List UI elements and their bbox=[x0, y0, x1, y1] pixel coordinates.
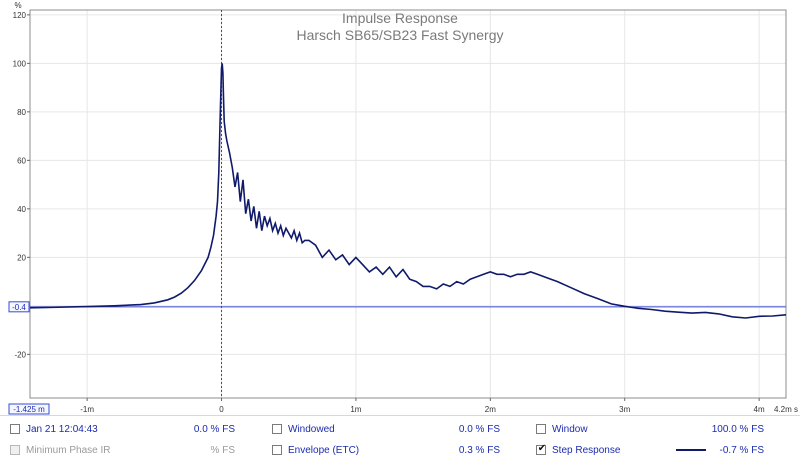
x-start-readout-value: -1.425 m bbox=[13, 405, 45, 414]
impulse-response-chart[interactable]: 120 100 80 60 40 20 -20 -1m 0 1m 2m 3m 4m Impulse R… bbox=[0, 0, 800, 415]
plot-frame bbox=[29, 9, 787, 399]
y-readout[interactable]: -0.4 bbox=[8, 301, 30, 313]
x-start-readout[interactable]: -1.425 m bbox=[8, 403, 50, 415]
legend-panel: Jan 21 12:04:43 0.0 % FS Windowed 0.0 % … bbox=[0, 415, 800, 461]
envelope-label: Envelope (ETC) bbox=[288, 444, 360, 456]
measurement-date-label: Jan 21 12:04:43 bbox=[26, 423, 98, 435]
y-tick-label-0: 120 bbox=[13, 11, 27, 20]
minimum-phase-label: Minimum Phase IR bbox=[26, 444, 111, 456]
window-checkbox[interactable] bbox=[536, 424, 546, 434]
x-tick-label-5: 4m bbox=[754, 405, 765, 414]
legend-item-windowed[interactable]: Windowed 0.0 % FS bbox=[272, 419, 500, 439]
windowed-checkbox[interactable] bbox=[272, 424, 282, 434]
legend-item-step-response[interactable]: ✔ Step Response bbox=[536, 440, 666, 460]
y-tick-label-3: 60 bbox=[17, 156, 26, 165]
x-tick-label-0: -1m bbox=[80, 405, 94, 414]
legend-item-window[interactable]: Window 100.0 % FS bbox=[536, 419, 764, 439]
windowed-label: Windowed bbox=[288, 423, 335, 435]
legend-row-1: Jan 21 12:04:43 0.0 % FS Windowed 0.0 % … bbox=[0, 419, 800, 439]
series-line-swatch bbox=[676, 449, 706, 451]
y-readout-value: -0.4 bbox=[12, 303, 26, 312]
y-tick-label-1: 100 bbox=[13, 59, 27, 68]
y-tick-label-7: -20 bbox=[14, 350, 26, 359]
windowed-value: 0.0 % FS bbox=[458, 423, 500, 435]
legend-item-envelope[interactable]: Envelope (ETC) 0.3 % FS bbox=[272, 440, 500, 460]
legend-item-measurement[interactable]: Jan 21 12:04:43 0.0 % FS bbox=[10, 419, 235, 439]
x-axis-end-label: 4.2m s bbox=[774, 405, 798, 414]
legend-row-2: Minimum Phase IR % FS Envelope (ETC) 0.3… bbox=[0, 440, 800, 460]
impulse-response-series bbox=[29, 63, 787, 319]
step-response-checkbox[interactable]: ✔ bbox=[536, 443, 547, 455]
x-axis-ticks: -1m 0 1m 2m 3m 4m bbox=[80, 398, 765, 414]
x-tick-label-4: 3m bbox=[619, 405, 630, 414]
minimum-phase-checkbox bbox=[10, 445, 20, 455]
window-value: 100.0 % FS bbox=[711, 423, 764, 435]
chart-title: Impulse Response bbox=[342, 10, 458, 26]
checkmark-icon: ✔ bbox=[537, 443, 547, 454]
step-response-label: Step Response bbox=[552, 444, 621, 456]
y-tick-label-5: 20 bbox=[17, 253, 26, 262]
grid-layer bbox=[30, 10, 786, 398]
legend-item-series[interactable]: -0.7 % FS bbox=[676, 440, 764, 460]
x-tick-label-3: 2m bbox=[485, 405, 496, 414]
minimum-phase-value: % FS bbox=[210, 444, 235, 456]
series-value: -0.7 % FS bbox=[719, 444, 764, 456]
y-axis-unit-label: % bbox=[14, 1, 21, 10]
y-tick-label-2: 80 bbox=[17, 108, 26, 117]
x-tick-label-1: 0 bbox=[219, 405, 224, 414]
chart-subtitle: Harsch SB65/SB23 Fast Synergy bbox=[297, 27, 504, 43]
measurement-checkbox[interactable] bbox=[10, 424, 20, 434]
window-label: Window bbox=[552, 423, 588, 435]
legend-item-minimum-phase: Minimum Phase IR % FS bbox=[10, 440, 235, 460]
y-tick-label-4: 40 bbox=[17, 205, 26, 214]
x-tick-label-2: 1m bbox=[350, 405, 361, 414]
envelope-checkbox[interactable] bbox=[272, 445, 282, 455]
measurement-value: 0.0 % FS bbox=[193, 423, 235, 435]
envelope-value: 0.3 % FS bbox=[458, 444, 500, 456]
